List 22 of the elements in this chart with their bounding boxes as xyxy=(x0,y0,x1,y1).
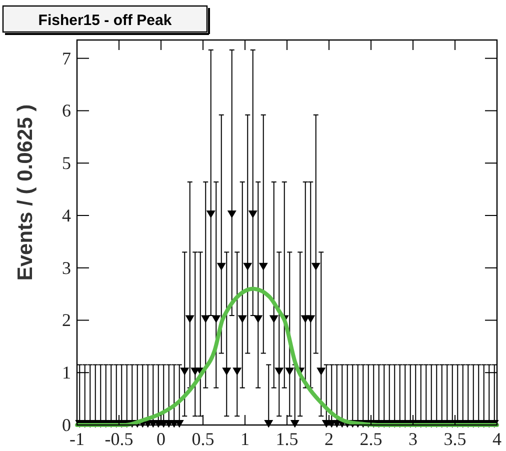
x-tick-label: 3 xyxy=(408,429,418,449)
x-tick-label: 3.5 xyxy=(444,429,466,449)
x-tick-label: 4 xyxy=(492,429,502,449)
x-tick-label: 2 xyxy=(324,429,334,449)
y-tick-label: 1 xyxy=(62,362,71,383)
x-tick-label: 1 xyxy=(240,429,250,449)
chart-title: Fisher15 - off Peak xyxy=(38,12,172,29)
y-tick-label: 4 xyxy=(62,205,71,226)
x-tick-label: 1.5 xyxy=(276,429,298,449)
y-tick-label: 7 xyxy=(62,48,71,68)
x-tick-label: -0.5 xyxy=(104,429,134,449)
y-tick-label: 0 xyxy=(62,415,71,435)
x-tick-label: 0 xyxy=(156,429,166,449)
y-tick-label: 3 xyxy=(62,258,71,278)
y-tick-label: 5 xyxy=(62,153,71,174)
x-tick-label: 0.5 xyxy=(192,429,214,449)
x-tick-label: 2.5 xyxy=(360,429,382,449)
line-series xyxy=(75,286,499,427)
y-axis-title: Events / ( 0.0625 ) xyxy=(14,104,37,281)
x-tick-label: -1 xyxy=(70,429,84,449)
y-tick-label: 6 xyxy=(62,100,71,121)
y-tick-label: 2 xyxy=(62,310,71,330)
